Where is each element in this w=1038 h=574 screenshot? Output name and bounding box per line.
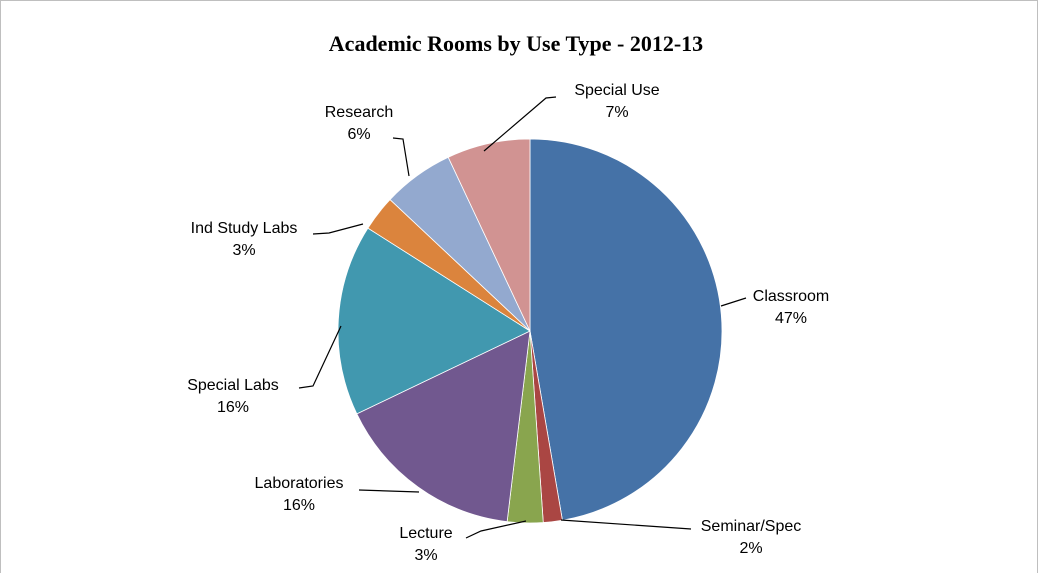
slice-label: Seminar/Spec [701, 518, 802, 535]
leader-line [720, 297, 747, 307]
pie-slice-special-use [447, 138, 531, 332]
chart-title: Academic Rooms by Use Type - 2012-13 [329, 31, 703, 56]
leader-line [298, 325, 342, 389]
slice-percent-label: 3% [232, 242, 255, 259]
slice-percent-label: 7% [605, 104, 628, 121]
leader-line [392, 137, 410, 177]
pie-slice-laboratories [356, 330, 531, 523]
slice-label: Classroom [753, 288, 829, 305]
leader-line [465, 520, 527, 539]
pie-slice-special-labs [337, 227, 531, 415]
slice-label: Laboratories [255, 475, 344, 492]
slice-label: Research [325, 104, 393, 121]
pie-slice-classroom [529, 138, 723, 521]
slice-label: Lecture [399, 525, 452, 542]
leader-lines [298, 96, 747, 539]
leader-line [358, 489, 420, 493]
slice-percent-label: 47% [775, 310, 807, 327]
slice-percent-label: 2% [739, 540, 762, 557]
leader-line [560, 519, 692, 530]
slice-percent-label: 3% [414, 547, 437, 564]
slice-label: Special Use [574, 82, 659, 99]
slice-label: Special Labs [187, 377, 279, 394]
slice-percent-label: 16% [283, 497, 315, 514]
leader-line [312, 223, 364, 235]
slice-percent-label: 16% [217, 399, 249, 416]
slice-labels: Classroom 47% Seminar/Spec 2% Lecture 3% Labor… [187, 82, 829, 564]
slice-label: Ind Study Labs [191, 220, 298, 237]
slice-percent-label: 6% [347, 126, 370, 143]
pie-slices [337, 138, 723, 524]
leader-line [483, 96, 557, 152]
